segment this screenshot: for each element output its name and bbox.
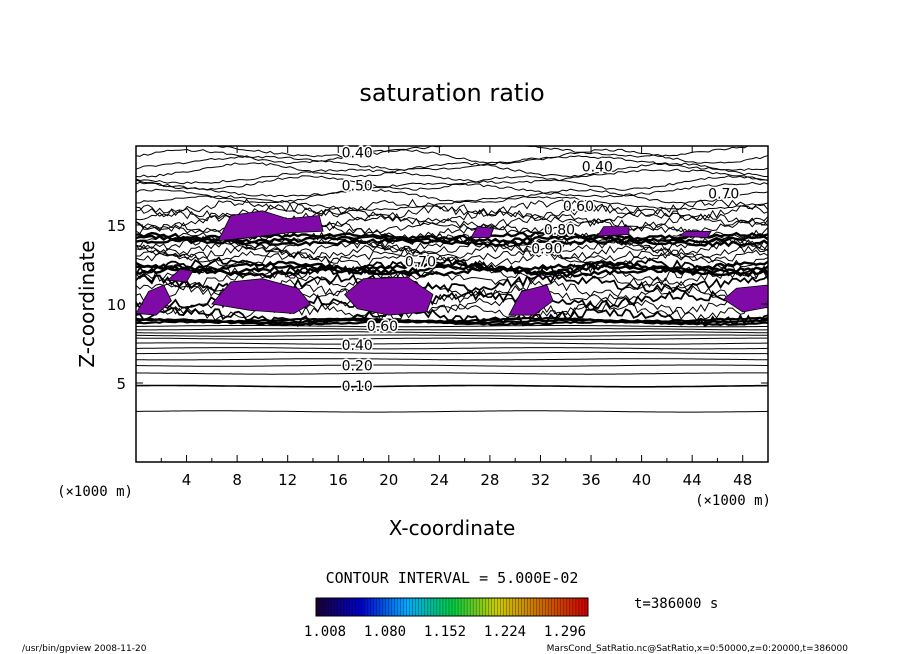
- contour-labels: 0.40 0.40 0.50 0.70 0.60 0.80 0.90 0.70 0.60 0.40…: [340, 144, 741, 397]
- y-tick-label: 15: [107, 217, 126, 235]
- chart-title: saturation ratio: [359, 79, 544, 107]
- x-tick-label: 44: [683, 471, 702, 489]
- footer-left: /usr/bin/gpview 2008-11-20: [22, 644, 147, 654]
- supersaturation-region: [678, 230, 712, 239]
- contour-label: 0.70: [708, 186, 739, 202]
- supersaturation-region: [217, 210, 324, 242]
- supersaturation-region: [136, 284, 172, 316]
- contour-line: [136, 334, 768, 337]
- contour-line: [136, 198, 768, 217]
- colorbar-tick-labels: 1.008 1.080 1.152 1.224 1.296: [304, 624, 586, 640]
- contour-line: [136, 331, 768, 334]
- contour-line: [136, 306, 768, 328]
- time-label: t=386000 s: [634, 596, 718, 612]
- y-tick-label: 5: [116, 375, 126, 393]
- supersaturation-region: [596, 226, 630, 237]
- contour-label: 0.20: [342, 359, 373, 375]
- supersaturation-region: [166, 268, 194, 283]
- plot-area: 0.40 0.40 0.50 0.70 0.60 0.80 0.90 0.70 0.60 0.40…: [107, 144, 769, 489]
- supersaturation-region: [508, 284, 554, 316]
- colorbar-tick-label: 1.008: [304, 624, 346, 640]
- x-tick-label: 28: [480, 471, 499, 489]
- contour-line: [136, 358, 768, 361]
- contour-label: 0.70: [405, 254, 436, 270]
- contour-line: [136, 384, 768, 388]
- x-tick-label: 24: [430, 471, 449, 489]
- x-axis-ticks: 4 8 12 16 20 24 28 32 36 40 44 48: [160, 146, 752, 489]
- contour-line: [136, 148, 768, 165]
- contour-line: [136, 347, 768, 350]
- contour-line: [136, 263, 768, 276]
- contour-line: [136, 260, 768, 272]
- contour-line: [136, 155, 768, 171]
- contour-line: [136, 342, 768, 345]
- colorbar: 1.008 1.080 1.152 1.224 1.296: [304, 597, 589, 640]
- footer-right: MarsCond_SatRatio.nc@SatRatio,x=0:50000,…: [547, 644, 849, 654]
- contour-line: [136, 328, 768, 331]
- contour-label: 0.40: [342, 145, 373, 161]
- contour-label: 0.40: [342, 338, 373, 354]
- supersaturation-region: [723, 284, 768, 313]
- y-axis-ticks: 5 10 15: [107, 217, 768, 393]
- x-tick-label: 32: [531, 471, 550, 489]
- contour-line: [136, 161, 768, 178]
- x-tick-label: 12: [278, 471, 297, 489]
- contour-line: [136, 237, 768, 248]
- x-axis-label: X-coordinate: [389, 516, 516, 540]
- contour-line: [136, 364, 768, 367]
- contour-label: 0.80: [544, 223, 575, 239]
- x-unit-right: (×1000 m): [695, 493, 771, 509]
- y-axis-label: Z-coordinate: [75, 240, 99, 367]
- contour-label: 0.90: [531, 242, 562, 258]
- x-tick-label: 20: [379, 471, 398, 489]
- contour-label: 0.10: [342, 379, 373, 395]
- x-tick-label: 48: [733, 471, 752, 489]
- contour-line: [136, 410, 768, 413]
- contour-label: 0.60: [367, 319, 398, 335]
- x-unit-left: (×1000 m): [57, 484, 133, 500]
- contour-line: [136, 301, 768, 322]
- contour-line: [136, 325, 768, 328]
- contour-line: [136, 337, 768, 340]
- contour-line: [136, 175, 768, 191]
- contour-line: [136, 188, 768, 204]
- contour-line: [136, 244, 768, 261]
- colorbar-tick-label: 1.296: [544, 624, 586, 640]
- contour-line: [136, 168, 768, 185]
- x-tick-label: 16: [329, 471, 348, 489]
- x-tick-label: 40: [632, 471, 651, 489]
- contour-label: 0.40: [582, 160, 613, 176]
- x-tick-label: 4: [182, 471, 192, 489]
- contour-line: [136, 351, 768, 355]
- colorbar-tick-label: 1.224: [484, 624, 526, 640]
- contour-label: 0.50: [342, 179, 373, 195]
- colorbar-tick-label: 1.152: [424, 624, 466, 640]
- contour-line: [136, 266, 768, 278]
- supersaturation-region: [211, 278, 312, 314]
- contour-line: [208, 146, 765, 158]
- y-tick-label: 10: [107, 296, 126, 314]
- contour-line: [136, 247, 768, 264]
- contour-interval-text: CONTOUR INTERVAL = 5.000E-02: [326, 569, 579, 587]
- colorbar-tick-label: 1.080: [364, 624, 406, 640]
- contour-lines: [136, 146, 768, 413]
- contour-label: 0.60: [563, 199, 594, 215]
- contour-line: [136, 268, 768, 288]
- contour-line: [136, 195, 768, 211]
- x-tick-label: 8: [232, 471, 242, 489]
- supersaturation-region: [470, 226, 495, 238]
- supersaturation-region: [344, 276, 434, 316]
- contour-line: [136, 372, 768, 375]
- supersaturation-regions: [136, 210, 768, 316]
- x-tick-label: 36: [581, 471, 600, 489]
